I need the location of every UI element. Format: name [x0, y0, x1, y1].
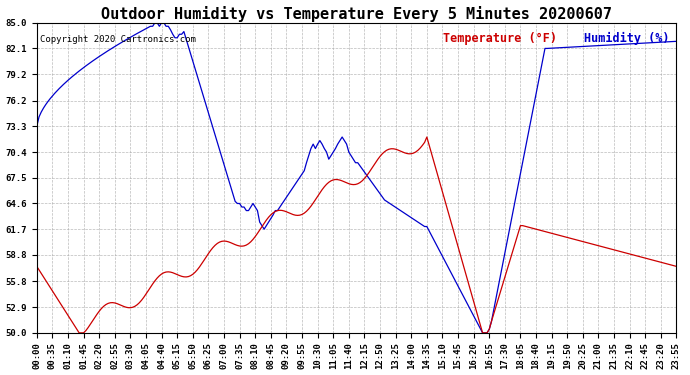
Text: Copyright 2020 Cartronics.com: Copyright 2020 Cartronics.com [40, 35, 196, 44]
Text: Temperature (°F): Temperature (°F) [443, 32, 557, 45]
Text: Humidity (%): Humidity (%) [584, 32, 669, 45]
Title: Outdoor Humidity vs Temperature Every 5 Minutes 20200607: Outdoor Humidity vs Temperature Every 5 … [101, 6, 612, 21]
